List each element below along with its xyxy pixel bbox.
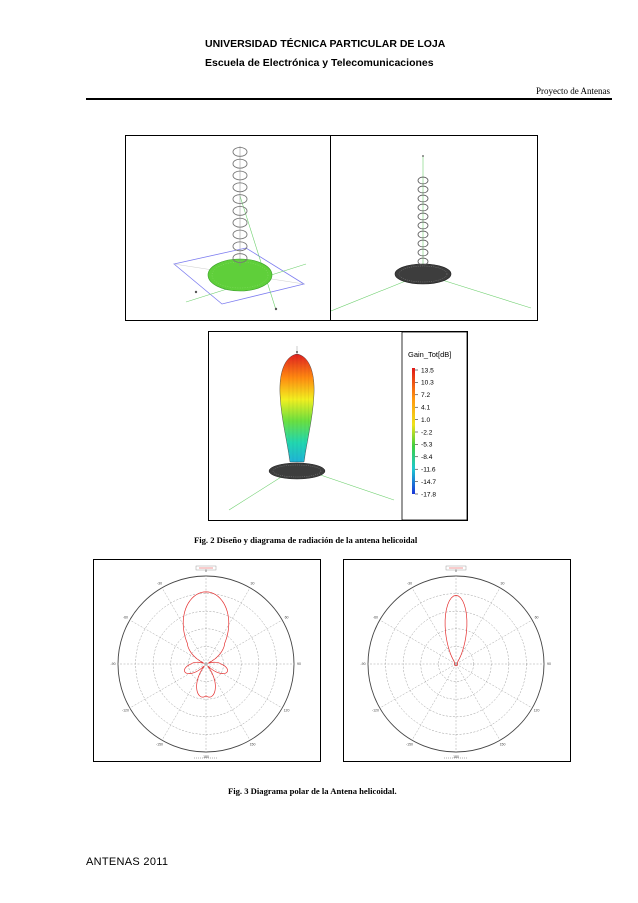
polar-spoke bbox=[379, 663, 457, 709]
gain-legend-value: 10.3 bbox=[421, 380, 434, 387]
polar-angle-label: 120 bbox=[284, 709, 290, 713]
polar-angle-label: -60 bbox=[123, 616, 128, 620]
polar-pattern-right: 0 30 60 90 120 150 180 -150 -120 -90 -60 -30 bbox=[360, 565, 551, 759]
helix-model-drawing bbox=[331, 155, 532, 312]
radiation-3d-drawing: Gain_Tot[dB] 13.5 10.3 7.2 4.1 1.0 -2.2 -5.3 -8… bbox=[228, 332, 467, 520]
polar-spoke bbox=[205, 663, 251, 741]
polar-angle-label: 0 bbox=[205, 569, 207, 573]
gain-legend-value: -8.4 bbox=[421, 454, 433, 461]
polar-spoke bbox=[205, 663, 283, 709]
polar-angle-label: -90 bbox=[360, 662, 365, 666]
polar-angle-label: -150 bbox=[406, 743, 413, 747]
polar-pattern-left-panel: 0 30 60 90 120 150 180 -150 -120 -90 -60 -30 bbox=[93, 559, 321, 762]
polar-grid bbox=[367, 575, 545, 753]
gain-legend-value: 13.5 bbox=[421, 367, 434, 374]
polar-spoke bbox=[411, 663, 457, 741]
polar-spoke bbox=[205, 587, 251, 665]
gain-legend-value: 7.2 bbox=[421, 392, 430, 399]
figure2-caption: Fig. 2 Diseño y diagrama de radiación de… bbox=[194, 535, 418, 545]
radiation-pattern-trace-right bbox=[444, 594, 468, 667]
polar-angle-label: 60 bbox=[535, 616, 539, 620]
polar-spoke bbox=[455, 663, 533, 709]
helix-turn bbox=[417, 248, 429, 257]
gain-legend-value: -2.2 bbox=[421, 429, 433, 436]
polar-pattern-left: 0 30 60 90 120 150 180 -150 -120 -90 -60 -30 bbox=[110, 565, 301, 759]
polar-grid bbox=[117, 575, 295, 753]
header-rule bbox=[86, 98, 612, 100]
polar-angle-label: 90 bbox=[547, 662, 551, 666]
gain-legend-value: -5.3 bbox=[421, 442, 433, 449]
helix-design-drawing bbox=[173, 146, 307, 311]
helix-turn bbox=[417, 212, 429, 221]
polar-spoke bbox=[379, 619, 457, 665]
helix-turn bbox=[417, 194, 429, 203]
polar-angle-label: 60 bbox=[285, 616, 289, 620]
polar-spoke bbox=[455, 619, 533, 665]
polar-angle-label: 180 bbox=[203, 755, 209, 759]
figure3-caption: Fig. 3 Diagrama polar de la Antena helic… bbox=[228, 786, 397, 796]
polar-spoke bbox=[205, 619, 283, 665]
school-name: Escuela de Electrónica y Telecomunicacio… bbox=[205, 57, 434, 69]
polar-angle-label: -150 bbox=[156, 743, 163, 747]
polar-angle-label: -120 bbox=[372, 709, 379, 713]
university-name: UNIVERSIDAD TÉCNICA PARTICULAR DE LOJA bbox=[205, 38, 446, 50]
gain-legend-colorbar bbox=[412, 368, 415, 494]
radiation-pattern-trace-left bbox=[182, 591, 230, 698]
polar-angle-label: -120 bbox=[122, 709, 129, 713]
polar-spoke bbox=[455, 663, 501, 741]
polar-angle-label: -60 bbox=[373, 616, 378, 620]
helix-turn bbox=[417, 257, 429, 266]
project-title: Proyecto de Antenas bbox=[536, 86, 610, 96]
gain-legend-value: 1.0 bbox=[421, 417, 430, 424]
helix-turn bbox=[417, 185, 429, 194]
polar-angle-label: 90 bbox=[297, 662, 301, 666]
gain-legend-value: -14.7 bbox=[421, 479, 436, 486]
gain-legend-value: 4.1 bbox=[421, 405, 430, 412]
page-footer: ANTENAS 2011 bbox=[86, 856, 169, 868]
polar-angle-label: 120 bbox=[534, 709, 540, 713]
gain-legend-value: -17.8 bbox=[421, 491, 436, 498]
polar-angle-label: 0 bbox=[455, 569, 457, 573]
polar-angle-label: -90 bbox=[110, 662, 115, 666]
gain-legend-title: Gain_Tot[dB] bbox=[408, 350, 451, 359]
polar-angle-label: 30 bbox=[501, 582, 505, 586]
polar-spoke bbox=[455, 587, 501, 665]
polar-angle-label: 150 bbox=[250, 743, 256, 747]
polar-angle-label: 30 bbox=[251, 582, 255, 586]
polar-spoke bbox=[161, 587, 207, 665]
polar-pattern-right-panel: 0 30 60 90 120 150 180 -150 -120 -90 -60 -30 bbox=[343, 559, 571, 762]
polar-spoke bbox=[129, 619, 207, 665]
helix-turn bbox=[417, 203, 429, 212]
polar-angle-label: -30 bbox=[157, 582, 162, 586]
helix-turn bbox=[417, 239, 429, 248]
polar-spoke bbox=[161, 663, 207, 741]
polar-legend-box bbox=[195, 565, 217, 571]
helix-model-panel bbox=[330, 135, 538, 321]
polar-angle-label: 150 bbox=[500, 743, 506, 747]
gain-legend-value: -11.6 bbox=[421, 467, 436, 474]
helix-design-panel bbox=[125, 135, 331, 321]
polar-legend-box bbox=[445, 565, 467, 571]
helix-turn bbox=[417, 221, 429, 230]
polar-spoke bbox=[129, 663, 207, 709]
polar-spoke bbox=[411, 587, 457, 665]
polar-angle-label: -30 bbox=[407, 582, 412, 586]
helix-turn bbox=[417, 230, 429, 239]
radiation-3d-panel: Gain_Tot[dB] 13.5 10.3 7.2 4.1 1.0 -2.2 -5.3 -8… bbox=[208, 331, 468, 521]
polar-angle-label: 180 bbox=[453, 755, 459, 759]
helix-turn bbox=[417, 176, 429, 185]
